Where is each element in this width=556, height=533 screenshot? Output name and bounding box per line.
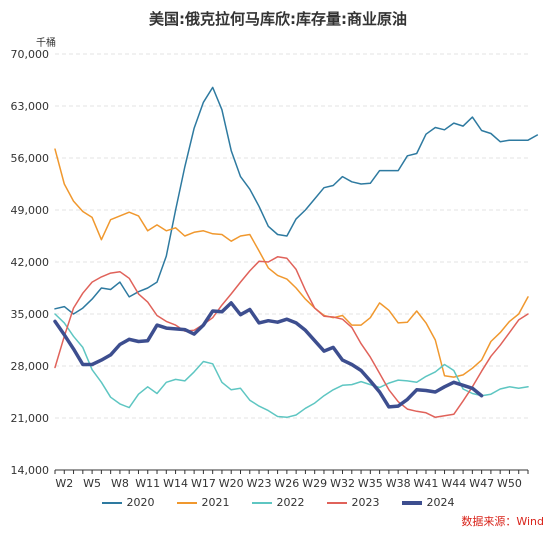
legend-swatch	[326, 501, 347, 504]
y-tick-label: 28,000	[11, 360, 50, 373]
legend-label: 2022	[276, 496, 305, 509]
y-tick-label: 35,000	[11, 308, 50, 321]
legend-label: 2020	[126, 496, 155, 509]
x-tick-label: W17	[191, 477, 216, 490]
y-tick-label: 14,000	[11, 464, 50, 477]
source-label: 数据来源：Wind	[461, 515, 544, 528]
unit-label: 千桶	[36, 38, 56, 49]
x-tick-label: W8	[111, 477, 129, 490]
y-tick-label: 70,000	[11, 48, 50, 61]
x-tick-label: W11	[135, 477, 160, 490]
legend-item-2020[interactable]: 2020	[101, 496, 155, 509]
series-line-2021	[54, 148, 529, 378]
legend-swatch	[101, 501, 122, 504]
x-tick-label: W2	[55, 477, 73, 490]
legend-label: 2021	[201, 496, 230, 509]
x-tick-label: W35	[358, 477, 383, 490]
x-tick-label: W50	[497, 477, 522, 490]
x-tick-label: W23	[247, 477, 272, 490]
legend-item-2023[interactable]: 2023	[326, 496, 380, 509]
x-tick-label: W20	[219, 477, 244, 490]
x-tick-label: W26	[274, 477, 299, 490]
legend-swatch	[251, 501, 272, 504]
legend-label: 2024	[426, 496, 455, 509]
y-tick-label: 56,000	[11, 152, 50, 165]
chart-title: 美国:俄克拉何马库欣:库存量:商业原油	[149, 10, 407, 28]
x-tick-label: W32	[330, 477, 355, 490]
x-tick-label: W29	[302, 477, 327, 490]
x-tick-label: W38	[386, 477, 411, 490]
series-line-2022	[54, 313, 529, 419]
x-tick-label: W41	[414, 477, 439, 490]
grid-lines	[55, 53, 528, 419]
y-tick-label: 21,000	[11, 412, 50, 425]
legend-label: 2023	[351, 496, 380, 509]
legend-item-2022[interactable]: 2022	[251, 496, 305, 509]
series-lines	[53, 86, 539, 419]
legend-item-2024[interactable]: 2024	[401, 496, 455, 509]
series-line-2020	[54, 86, 539, 315]
axes: 14,000 21,000 28,000 35,000 42,000 49,000 56,0…	[11, 48, 529, 490]
series-line-2023	[54, 256, 529, 419]
legend: 2020 2021 2022 2023 2024	[0, 496, 556, 509]
x-tick-label: W14	[163, 477, 188, 490]
legend-swatch	[176, 501, 197, 504]
series-line-2024	[53, 301, 484, 409]
x-tick-label: W47	[469, 477, 494, 490]
x-tick-label: W44	[441, 477, 466, 490]
legend-item-2021[interactable]: 2021	[176, 496, 230, 509]
y-tick-label: 49,000	[11, 204, 50, 217]
x-tick-label: W5	[83, 477, 101, 490]
y-tick-label: 42,000	[11, 256, 50, 269]
legend-swatch	[401, 500, 422, 505]
y-tick-label: 63,000	[11, 100, 50, 113]
